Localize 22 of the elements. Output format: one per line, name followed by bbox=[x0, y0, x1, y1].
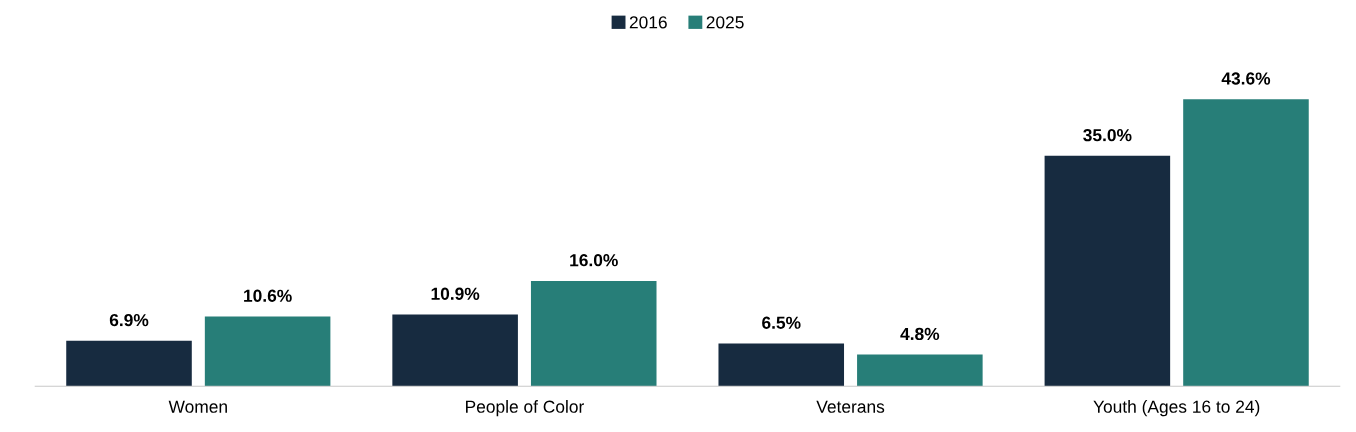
bar bbox=[204, 316, 331, 387]
bar bbox=[392, 314, 518, 387]
x-tick-label: Women bbox=[168, 400, 227, 413]
bar bbox=[1044, 155, 1171, 387]
x-tick-label: Youth (Ages 16 to 24) bbox=[1093, 400, 1260, 417]
bar bbox=[530, 280, 657, 387]
data-label: 35.0% bbox=[1083, 128, 1132, 142]
data-label: 16.0% bbox=[570, 254, 618, 267]
x-tick-label: Veterans bbox=[816, 400, 885, 413]
legend-label: 2025 bbox=[706, 16, 744, 29]
bar bbox=[718, 343, 845, 387]
bar bbox=[857, 354, 983, 387]
data-label: 4.8% bbox=[900, 327, 940, 341]
legend-label: 2016 bbox=[629, 16, 667, 29]
data-label: 10.6% bbox=[244, 289, 292, 302]
data-label: 43.6% bbox=[1221, 72, 1271, 85]
bar bbox=[1183, 99, 1309, 387]
x-tick-label: People of Color bbox=[466, 400, 584, 417]
bar bbox=[66, 340, 192, 387]
data-label: 6.9% bbox=[109, 313, 149, 327]
data-label: 6.5% bbox=[762, 316, 801, 329]
data-label: 10.9% bbox=[431, 287, 480, 300]
